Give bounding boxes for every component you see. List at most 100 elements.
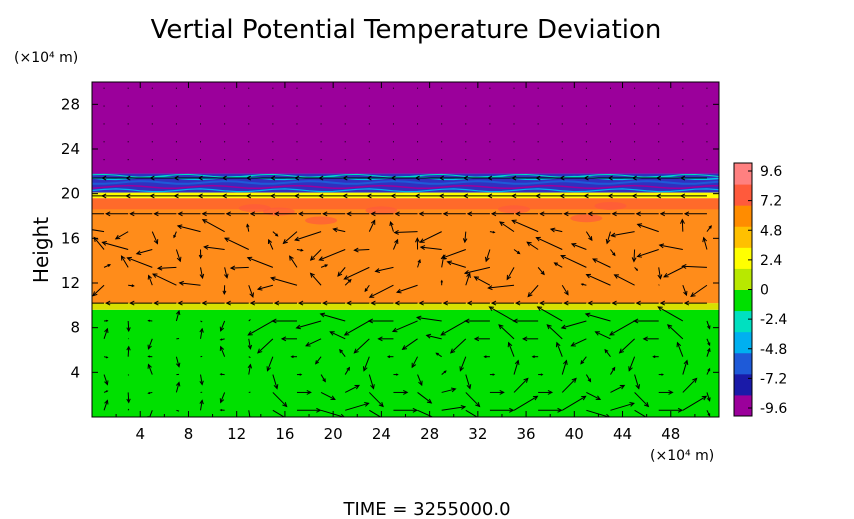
wind-vector-head xyxy=(120,255,126,261)
wind-vector-head xyxy=(330,395,336,400)
wind-vector xyxy=(560,255,587,268)
wind-vector-head xyxy=(147,344,152,350)
wind-vector xyxy=(363,356,370,371)
wind-vector-head xyxy=(466,211,473,217)
wind-vector-head xyxy=(606,413,611,417)
wind-vector-head xyxy=(106,319,109,322)
wind-vector xyxy=(230,266,249,269)
wind-vector xyxy=(465,273,471,286)
wind-vector xyxy=(586,391,601,400)
wind-vector-head xyxy=(129,300,135,306)
wind-vector-head xyxy=(366,175,372,181)
wind-vector-head xyxy=(104,327,109,334)
wind-vector-head xyxy=(462,238,468,244)
wind-vector xyxy=(127,392,130,403)
wind-vector-head xyxy=(631,257,637,263)
wind-vector xyxy=(706,338,711,346)
wind-vector-head xyxy=(395,373,399,376)
wind-vector-head xyxy=(368,293,375,298)
wind-vector-head xyxy=(679,193,686,199)
wind-vector-head xyxy=(635,384,641,390)
wind-vector-head xyxy=(318,175,324,181)
field-layer-4 xyxy=(92,192,719,199)
wind-vector-head xyxy=(642,336,648,342)
wind-vector-head xyxy=(176,256,182,263)
wind-vector-head xyxy=(245,175,252,181)
wind-vector-head xyxy=(539,211,545,217)
wind-vector-head xyxy=(364,402,370,407)
wind-vector-head xyxy=(661,373,665,376)
wind-vector-head xyxy=(293,175,300,181)
colorbar-swatch xyxy=(734,310,752,333)
wind-vector-head xyxy=(435,352,439,356)
wind-vector xyxy=(706,392,711,401)
wind-vector xyxy=(368,392,384,407)
wind-vector-head xyxy=(708,225,712,229)
wind-vector-head xyxy=(173,175,179,181)
wind-vector-head xyxy=(668,389,674,395)
wind-vector-head xyxy=(631,193,637,199)
colorbar-tick-label: 2.4 xyxy=(760,253,782,269)
wind-vector-head xyxy=(442,300,449,306)
wind-vector xyxy=(147,338,153,350)
wind-vector-head xyxy=(411,362,417,369)
wind-vector-head xyxy=(343,330,350,336)
wind-vector xyxy=(610,249,616,256)
wind-vector-head xyxy=(131,284,135,288)
wind-vector-head xyxy=(403,389,409,395)
wind-vector xyxy=(465,374,471,389)
wind-vector xyxy=(220,320,226,332)
wind-vector-head xyxy=(197,193,203,199)
wind-vector-head xyxy=(229,265,236,271)
wind-vector-head xyxy=(604,348,609,354)
wind-vector xyxy=(127,320,130,331)
wind-vector-head xyxy=(442,211,449,217)
wind-vector xyxy=(595,331,611,340)
wind-vector xyxy=(459,356,467,371)
wind-vector-head xyxy=(460,404,467,410)
wind-vector-head xyxy=(178,280,184,286)
wind-vector-head xyxy=(499,389,505,395)
wind-vector-head xyxy=(629,402,635,407)
wind-vector xyxy=(246,224,250,232)
wind-vector-head xyxy=(82,301,86,305)
wind-vector-head xyxy=(147,391,151,395)
wind-vector xyxy=(149,410,153,417)
colorbar-swatch xyxy=(734,352,752,375)
wind-vector xyxy=(657,306,684,322)
wind-vector-head xyxy=(366,193,372,199)
wind-vector xyxy=(127,257,153,268)
x-tick-label: 8 xyxy=(184,425,194,443)
wind-vector xyxy=(294,231,322,241)
wind-vector-head xyxy=(126,345,131,351)
wind-vector xyxy=(561,284,569,295)
wind-vector-head xyxy=(594,331,600,336)
wind-vector xyxy=(464,266,491,274)
wind-vector-head xyxy=(583,193,589,199)
wind-vector-head xyxy=(101,193,107,199)
wind-vector xyxy=(571,338,587,347)
wind-vector-head xyxy=(436,417,440,421)
wind-vector-head xyxy=(536,306,543,311)
wind-vector-head xyxy=(219,338,223,341)
wind-vector-head xyxy=(370,211,376,217)
wind-vector-head xyxy=(147,319,151,322)
wind-vector xyxy=(224,237,249,250)
colorbar-swatch xyxy=(734,205,752,227)
wind-vector-head xyxy=(636,253,643,258)
wind-vector-head xyxy=(342,193,348,199)
wind-vector-head xyxy=(393,229,399,235)
wind-vector-head xyxy=(690,292,696,298)
wind-vector-head xyxy=(473,336,480,342)
wind-vector xyxy=(667,324,684,340)
wind-vector xyxy=(628,356,636,371)
wind-vector xyxy=(127,408,130,411)
wind-vector-head xyxy=(175,362,181,368)
wind-vector xyxy=(158,266,177,269)
wind-vector xyxy=(536,237,563,250)
wind-vector-head xyxy=(221,193,227,199)
wind-vector-head xyxy=(560,324,567,330)
wind-vector-head xyxy=(273,300,280,306)
wind-vector xyxy=(706,348,711,357)
wind-vector-head xyxy=(677,407,684,413)
